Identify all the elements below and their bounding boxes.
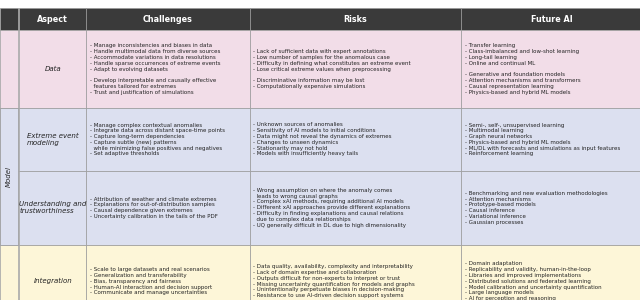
Bar bbox=[250, 30, 461, 108]
Text: Aspect: Aspect bbox=[37, 15, 68, 24]
Bar bbox=[19, 8, 86, 30]
Text: Extreme event
modeling: Extreme event modeling bbox=[27, 133, 79, 146]
Text: Challenges: Challenges bbox=[143, 15, 193, 24]
Bar bbox=[0, 108, 18, 244]
Text: - Unknown sources of anomalies
- Sensitivity of AI models to initial conditions
: - Unknown sources of anomalies - Sensiti… bbox=[253, 122, 392, 157]
Text: - Domain adaptation
- Replicability and validity, human-in-the-loop
- Libraries : - Domain adaptation - Replicability and … bbox=[465, 261, 601, 300]
Bar bbox=[86, 171, 250, 244]
Text: - Manage inconsistencies and biases in data
- Handle multimodal data from divers: - Manage inconsistencies and biases in d… bbox=[90, 43, 221, 95]
Text: Understanding and
trustworthiness: Understanding and trustworthiness bbox=[19, 201, 86, 214]
Bar bbox=[19, 244, 86, 300]
Text: Integration: Integration bbox=[33, 278, 72, 284]
Text: - Data quality, availability, complexity and interpretability
- Lack of domain e: - Data quality, availability, complexity… bbox=[253, 264, 415, 298]
Text: Data: Data bbox=[45, 66, 61, 72]
Bar bbox=[461, 108, 640, 171]
Text: Risks: Risks bbox=[343, 15, 367, 24]
Bar bbox=[0, 244, 18, 300]
Text: - Benchmarking and new evaluation methodologies
- Attention mechanisms
- Prototy: - Benchmarking and new evaluation method… bbox=[465, 191, 607, 225]
Bar bbox=[0, 171, 18, 244]
Text: Model: Model bbox=[6, 166, 12, 187]
Bar bbox=[86, 30, 250, 108]
Text: - Wrong assumption on where the anomaly comes
  leads to wrong causal graphs
- C: - Wrong assumption on where the anomaly … bbox=[253, 188, 411, 228]
Text: - Manage complex contextual anomalies
- Integrate data across distant space-time: - Manage complex contextual anomalies - … bbox=[90, 122, 225, 157]
Bar bbox=[461, 30, 640, 108]
Bar bbox=[19, 171, 86, 244]
Text: - Transfer learning
- Class-imbalanced and low-shot learning
- Long-tail learnin: - Transfer learning - Class-imbalanced a… bbox=[465, 43, 580, 95]
Bar bbox=[0, 108, 18, 171]
Text: - Semi-, self-, unsupervised learning
- Multimodal learning
- Graph neural netwo: - Semi-, self-, unsupervised learning - … bbox=[465, 122, 620, 157]
Text: Future AI: Future AI bbox=[531, 15, 573, 24]
Bar bbox=[19, 108, 86, 171]
Bar bbox=[86, 8, 250, 30]
Bar bbox=[461, 244, 640, 300]
Bar bbox=[250, 8, 461, 30]
Text: - Lack of sufficient data with expert annotations
- Low number of samples for th: - Lack of sufficient data with expert an… bbox=[253, 49, 411, 89]
Bar bbox=[250, 244, 461, 300]
Bar bbox=[86, 244, 250, 300]
Bar bbox=[461, 8, 640, 30]
Bar bbox=[250, 171, 461, 244]
Bar bbox=[0, 8, 18, 30]
Bar bbox=[461, 171, 640, 244]
Bar bbox=[0, 30, 18, 108]
Text: - Scale to large datasets and real scenarios
- Generalization and transferabilit: - Scale to large datasets and real scena… bbox=[90, 267, 212, 295]
Bar bbox=[19, 30, 86, 108]
Bar bbox=[250, 108, 461, 171]
Text: - Attribution of weather and climate extremes
- Explanations for out-of-distribu: - Attribution of weather and climate ext… bbox=[90, 196, 218, 219]
Bar bbox=[86, 108, 250, 171]
